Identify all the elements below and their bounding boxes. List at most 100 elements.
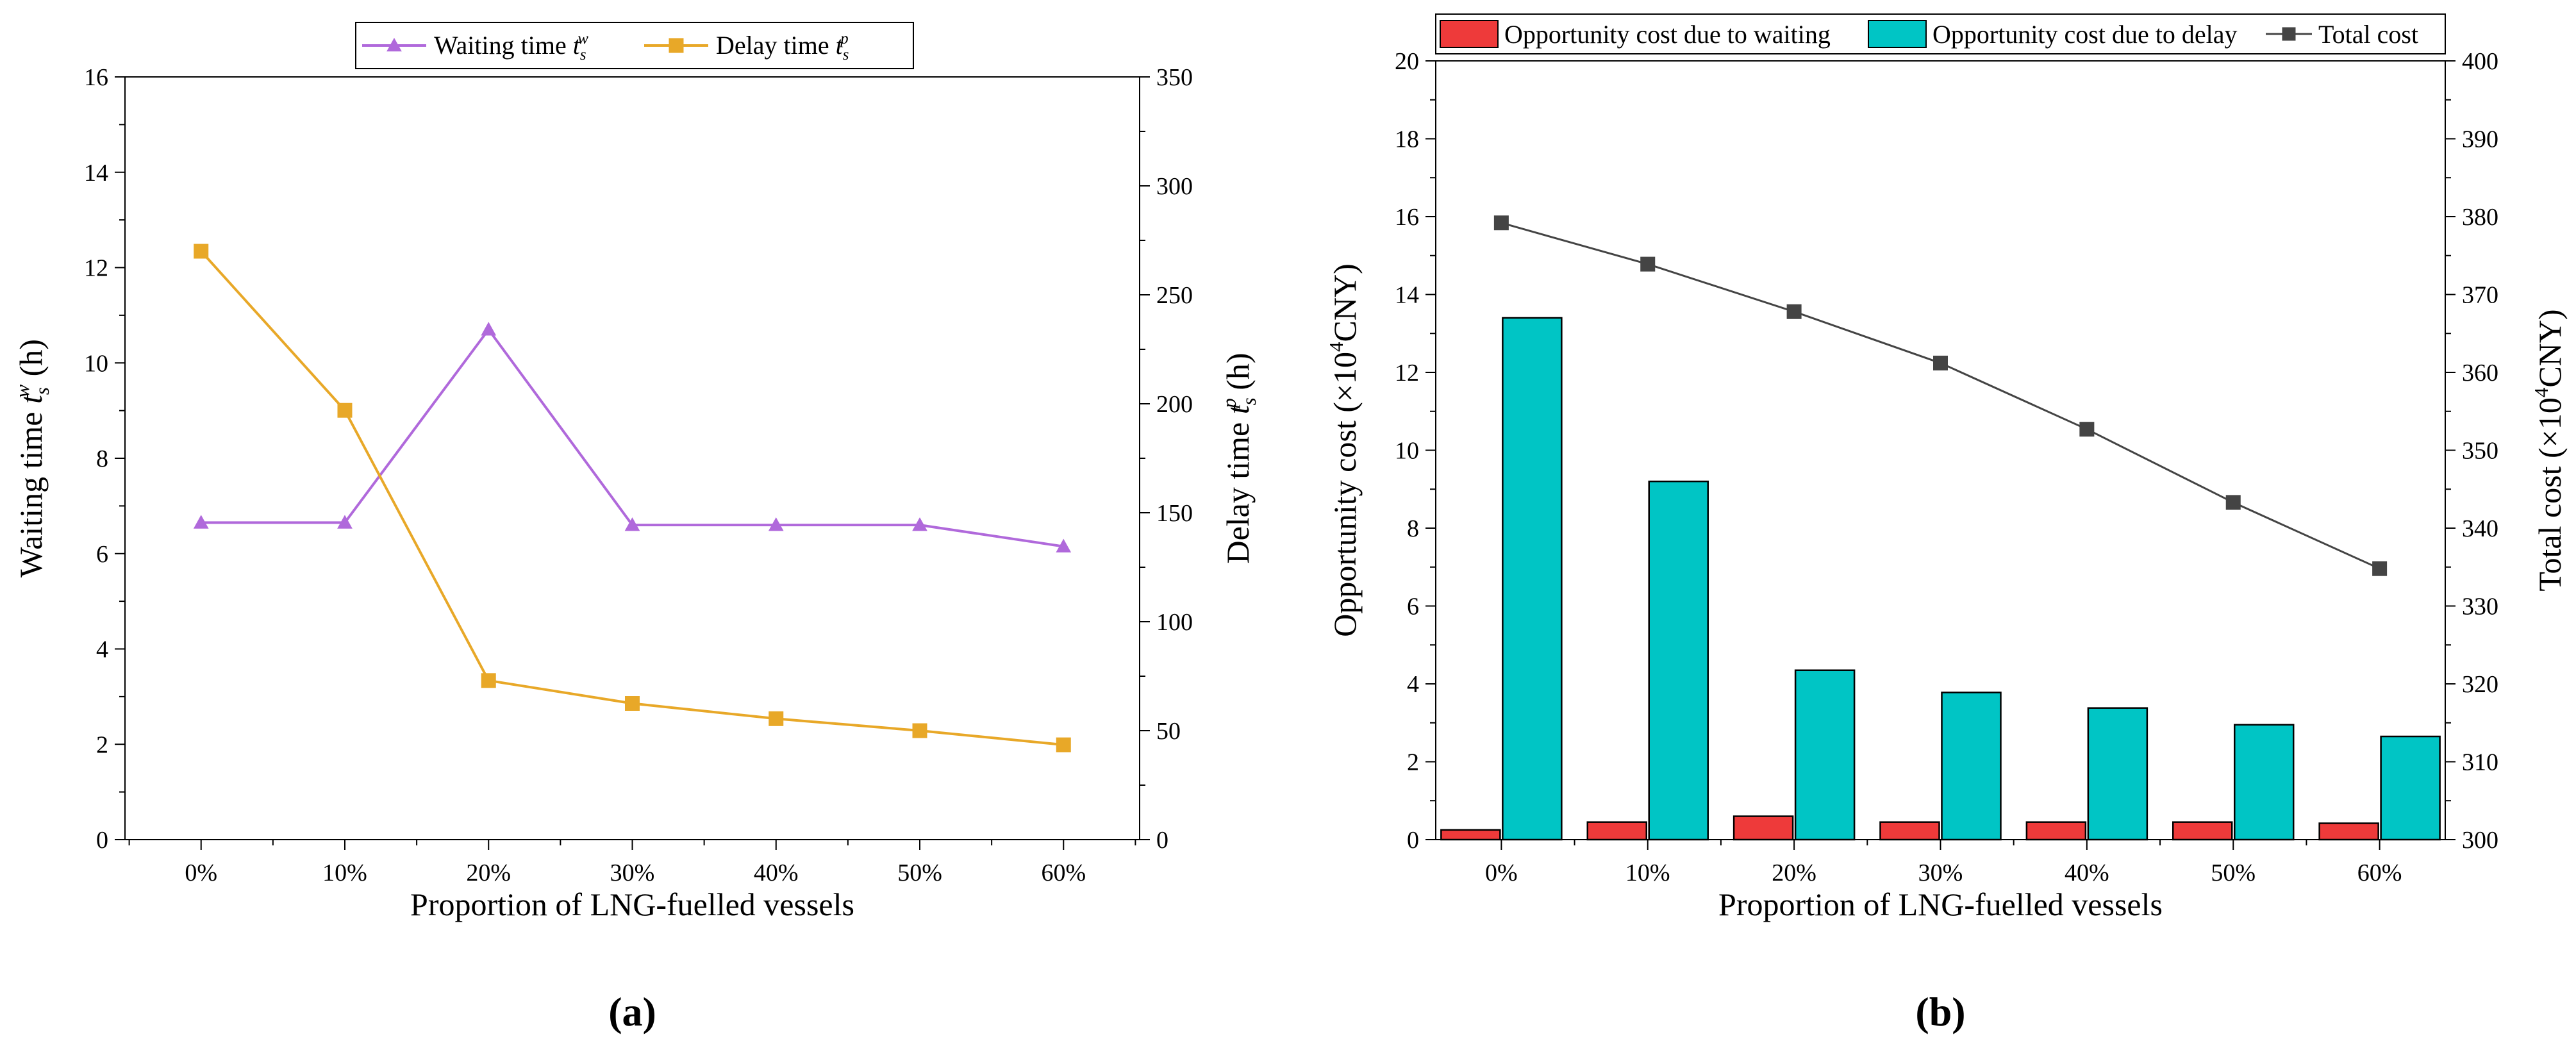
y2-tick-label: 330 — [2462, 594, 2498, 620]
x-tick-label: 30% — [610, 859, 655, 886]
data-point — [625, 696, 640, 711]
series-total-cost — [1493, 215, 2388, 576]
data-point — [481, 673, 496, 688]
bar — [2025, 821, 2087, 841]
x-tick-label: 60% — [1041, 859, 1086, 886]
data-point — [481, 322, 497, 336]
x-tick-label: 0% — [1485, 859, 1518, 886]
legend-b: Opportunity cost due to waiting Opportuni… — [1435, 13, 2446, 54]
y2-tick-label: 300 — [1156, 173, 1193, 200]
y-tick-label: 8 — [1407, 515, 1419, 542]
bar — [2172, 821, 2233, 841]
plot-frame — [124, 76, 1140, 840]
y-tick-label: 0 — [96, 827, 108, 854]
y-tick-label: 2 — [96, 731, 108, 758]
data-point — [193, 515, 209, 529]
y-tick-label: 6 — [96, 541, 108, 568]
bars-waiting — [1440, 815, 2379, 841]
y-tick-label: 16 — [1395, 204, 1419, 231]
data-point — [768, 517, 784, 531]
x-tick-label: 0% — [185, 859, 217, 886]
legend-label: Delay time tsp — [716, 30, 849, 63]
y-tick-label: 20 — [1395, 48, 1419, 75]
data-point — [1933, 355, 1948, 370]
x-axis-label: Proportion of LNG-fuelled vessels — [1718, 886, 2163, 922]
y-tick-label: 12 — [84, 255, 108, 282]
y-tick-label: 4 — [96, 636, 108, 663]
y2-tick-label: 50 — [1156, 718, 1181, 745]
series-waiting-time — [193, 322, 1072, 552]
data-point — [912, 723, 927, 738]
x-axis-label: Proportion of LNG-fuelled vessels — [410, 886, 854, 922]
x-tick-label: 20% — [1772, 859, 1816, 886]
y-axis-label: Waiting time tsw (h) — [11, 339, 53, 577]
series-delay-time — [194, 244, 1071, 752]
series-line — [1500, 222, 2381, 570]
y2-tick-label: 250 — [1156, 282, 1193, 309]
data-point — [337, 403, 353, 418]
data-point — [2079, 422, 2095, 437]
legend-label: Opportunity cost due to waiting — [1504, 20, 1831, 49]
y2-tick-label: 150 — [1156, 500, 1193, 527]
x-tick-label: 40% — [2065, 859, 2109, 886]
legend-swatch — [1868, 20, 1927, 48]
legend-marker — [2282, 27, 2296, 41]
y-tick-label: 14 — [1395, 282, 1419, 309]
bar — [1440, 829, 1501, 841]
legend-label: Opportunity cost due to delay — [1932, 20, 2237, 49]
x-tick-label: 40% — [754, 859, 799, 886]
x-tick-label: 10% — [1625, 859, 1670, 886]
series-line — [201, 327, 1064, 548]
y-tick-label: 18 — [1395, 126, 1419, 153]
y-tick-label: 4 — [1407, 671, 1419, 698]
y-tick-label: 0 — [1407, 827, 1419, 854]
legend-frame — [355, 22, 914, 69]
bar — [2380, 735, 2441, 841]
chart-b: 0 2 4 6 8 10 12 14 16 18 20 300 310 320 330 340 350 360 37… — [1325, 13, 2568, 1034]
data-point — [1640, 256, 1656, 272]
y2-tick-label: 310 — [2462, 749, 2498, 776]
legend-swatch — [1440, 20, 1499, 48]
y2-tick-label: 360 — [2462, 360, 2498, 386]
y-tick-label: 8 — [96, 445, 108, 472]
x-tick-label: 60% — [2357, 859, 2402, 886]
data-point — [194, 244, 209, 259]
bar — [1879, 821, 1940, 841]
data-point — [1493, 215, 1509, 231]
y2-tick-label: 100 — [1156, 609, 1193, 636]
chart-a: 0 2 4 6 8 10 12 14 16 0 50 100 150 200 250 300 350 0% 10% 2… — [11, 22, 1260, 1034]
legend-a: Waiting time tsw Delay time tsp — [355, 22, 914, 69]
bar — [1733, 815, 1794, 841]
data-point — [2372, 561, 2388, 576]
data-point — [1786, 304, 1802, 319]
y2-tick-label: 370 — [2462, 282, 2498, 309]
series-line — [200, 250, 1064, 747]
x-tick-label: 30% — [1918, 859, 1963, 886]
y2-tick-label: 350 — [1156, 64, 1193, 91]
legend-label: Total cost — [2318, 20, 2418, 49]
bar — [2318, 822, 2379, 841]
data-point — [337, 515, 353, 529]
bar — [1502, 317, 1563, 841]
y2-tick-label: 200 — [1156, 391, 1193, 418]
y2-tick-label: 350 — [2462, 438, 2498, 465]
y-tick-label: 2 — [1407, 749, 1419, 776]
y2-tick-label: 340 — [2462, 515, 2498, 542]
y2-tick-label: 0 — [1156, 827, 1168, 854]
bar — [1648, 480, 1709, 841]
y-tick-label: 16 — [84, 64, 108, 91]
x-tick-label: 50% — [897, 859, 942, 886]
panel-label-b: (b) — [1915, 989, 1965, 1034]
y-tick-label: 14 — [84, 160, 108, 187]
bar — [1586, 821, 1647, 841]
data-point — [1056, 737, 1071, 752]
bar — [1794, 669, 1856, 841]
y-axis-label: Opportunity cost (×104CNY) — [1325, 263, 1363, 637]
x-tick-label: 10% — [322, 859, 367, 886]
panel-label-a: (a) — [608, 989, 656, 1034]
y-tick-label: 10 — [84, 350, 108, 377]
bar — [2234, 724, 2295, 841]
data-point — [624, 517, 640, 531]
bar — [2087, 707, 2148, 841]
